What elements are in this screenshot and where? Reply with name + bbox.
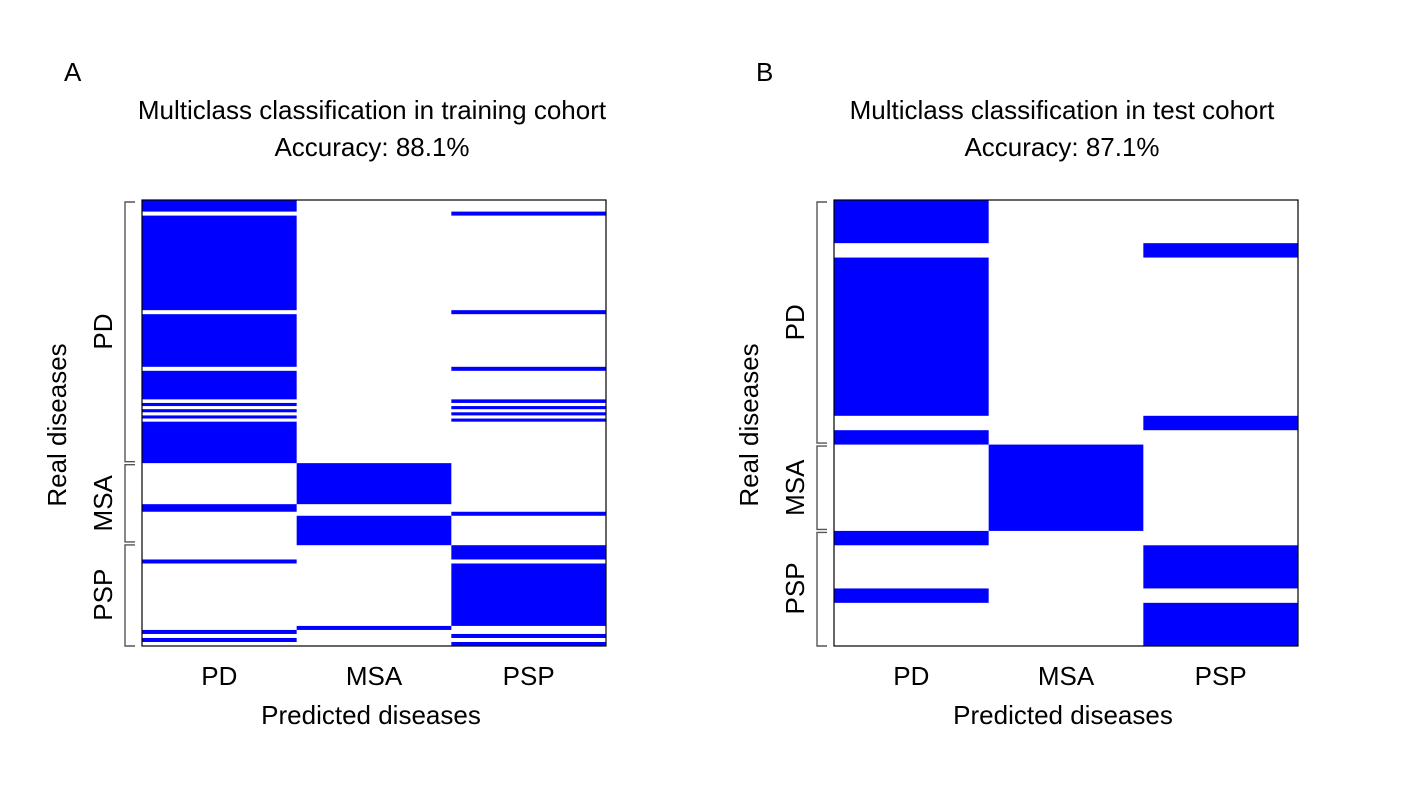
panel-label-b: B	[756, 57, 774, 87]
prediction-cell-psp-7	[1143, 545, 1298, 589]
prediction-cell-pd-23	[142, 629, 297, 634]
prediction-cell-psp-21	[451, 563, 606, 626]
y-group-label-msa: MSA	[88, 474, 118, 531]
group-bracket-pd	[816, 201, 827, 444]
panel-b: B Multiclass classification in test coho…	[702, 0, 1404, 808]
prediction-cell-psp-5	[451, 366, 606, 371]
plot-frame	[141, 199, 607, 647]
y-axis-label: Real diseases	[734, 343, 764, 506]
x-tick-label-pd: PD	[201, 661, 237, 691]
prediction-cell-pd-6	[834, 530, 989, 546]
prediction-cell-pd-0	[834, 200, 989, 244]
prediction-cell-pd-12	[142, 415, 297, 419]
prediction-cell-msa-18	[296, 515, 452, 546]
prediction-cell-pd-6	[142, 370, 297, 400]
prediction-cell-msa-5	[988, 444, 1144, 531]
prediction-cell-psp-26	[451, 641, 606, 646]
prediction-cell-pd-25	[142, 637, 297, 642]
y-axis-label: Real diseases	[42, 343, 72, 506]
group-bracket-msa	[124, 463, 135, 543]
prediction-cell-msa-15	[296, 463, 452, 505]
prediction-cell-psp-3	[451, 310, 606, 315]
chart-subtitle-b: Accuracy: 87.1%	[964, 132, 1160, 162]
y-group-label-pd: PD	[780, 304, 810, 340]
group-bracket-msa	[816, 445, 827, 531]
prediction-cell-pd-16	[142, 504, 297, 512]
group-bracket-psp	[816, 531, 827, 647]
x-tick-label-psp: PSP	[503, 661, 555, 691]
prediction-cell-pd-20	[142, 559, 297, 564]
prediction-cell-pd-0	[142, 200, 297, 212]
y-group-label-msa: MSA	[780, 459, 810, 516]
chart-title-b: Multiclass classification in test cohort	[849, 95, 1275, 125]
prediction-cell-psp-24	[451, 633, 606, 638]
x-axis-label: Predicted diseases	[953, 700, 1173, 730]
heatmap-a: PD MSA PSP PD MSA PSP Predicted diseases Real d…	[42, 199, 607, 730]
prediction-cell-psp-9	[1143, 602, 1298, 646]
prediction-cell-msa-22	[296, 625, 452, 630]
prediction-cell-pd-10	[142, 409, 297, 413]
group-bracket-pd	[124, 201, 135, 463]
panel-label-a: A	[64, 57, 82, 87]
prediction-cell-psp-9	[451, 406, 606, 410]
x-tick-label-pd: PD	[893, 661, 929, 691]
prediction-cell-pd-4	[834, 430, 989, 445]
prediction-cell-psp-11	[451, 412, 606, 416]
heatmap-b: PD MSA PSP PD MSA PSP Predicted diseases Real d…	[734, 199, 1299, 730]
prediction-cell-pd-14	[142, 421, 297, 464]
y-group-label-psp: PSP	[88, 569, 118, 621]
prediction-cell-pd-8	[142, 402, 297, 407]
panel-a: A Multiclass classification in training …	[42, 57, 607, 730]
prediction-cell-psp-7	[451, 399, 606, 403]
x-tick-label-psp: PSP	[1195, 661, 1247, 691]
prediction-cell-psp-17	[451, 511, 606, 516]
prediction-cell-psp-3	[1143, 415, 1298, 431]
x-tick-label-msa: MSA	[346, 661, 403, 691]
plot-frame	[833, 199, 1299, 647]
prediction-cell-psp-1	[451, 211, 606, 216]
y-group-label-psp: PSP	[780, 562, 810, 614]
x-tick-label-msa: MSA	[1038, 661, 1095, 691]
group-bracket-psp	[124, 544, 135, 647]
y-group-label-pd: PD	[88, 314, 118, 350]
prediction-cell-pd-2	[142, 215, 297, 311]
chart-title-a: Multiclass classification in training co…	[137, 95, 607, 125]
prediction-cell-psp-19	[451, 545, 606, 560]
chart-subtitle-a: Accuracy: 88.1%	[274, 132, 470, 162]
prediction-cell-psp-13	[451, 418, 606, 422]
prediction-cell-pd-2	[834, 257, 989, 416]
prediction-cell-pd-8	[834, 588, 989, 603]
prediction-cell-pd-4	[142, 314, 297, 367]
prediction-cell-psp-1	[1143, 243, 1298, 258]
x-axis-label: Predicted diseases	[261, 700, 481, 730]
